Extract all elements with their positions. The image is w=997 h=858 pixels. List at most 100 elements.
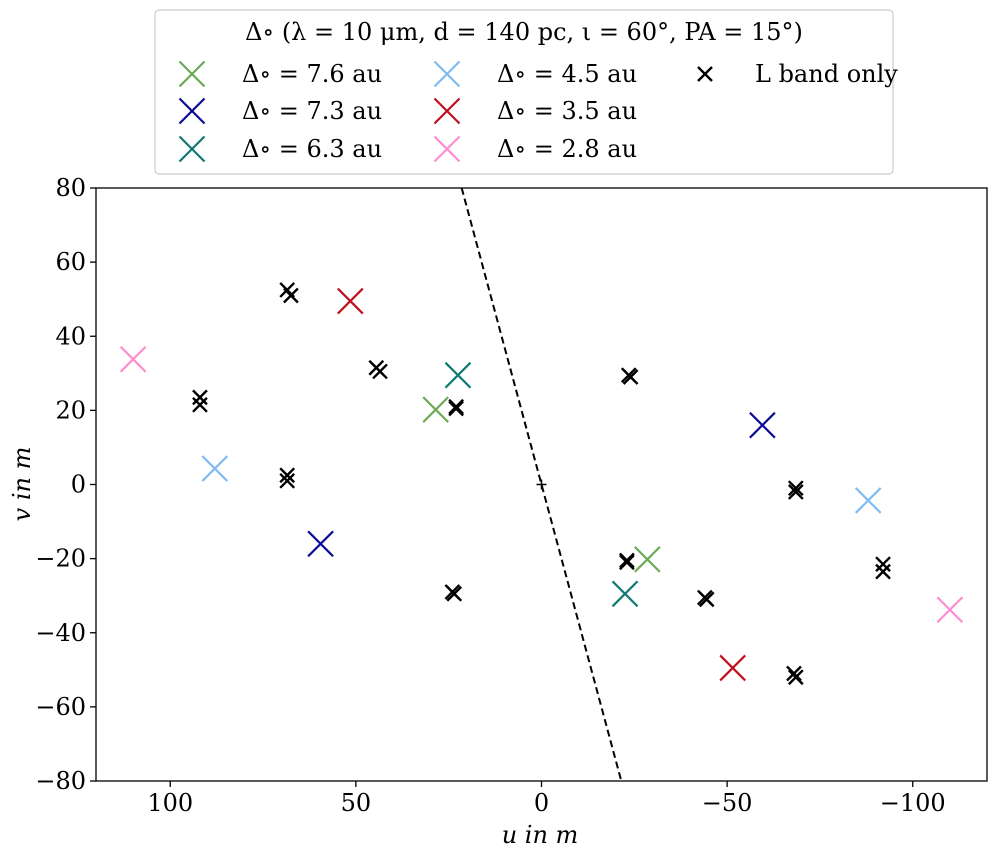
- l-band-point-stroke-b: [283, 287, 299, 304]
- l-band-point-marker: [698, 591, 715, 608]
- l-band-point-stroke-b: [786, 665, 802, 682]
- data-point-stroke-b: [936, 596, 964, 624]
- legend-marker: [697, 66, 713, 82]
- y-tick-label: 20: [55, 396, 86, 424]
- legend-label: Δ∘ = 7.3 au: [242, 97, 382, 125]
- data-point-marker: [422, 396, 449, 423]
- legend-stroke-b: [433, 97, 461, 125]
- legend-label: Δ∘ = 2.8 au: [497, 135, 637, 163]
- l-band-point-stroke-b: [875, 563, 891, 580]
- legend-marker: [178, 60, 206, 88]
- data-point-marker: [337, 287, 364, 315]
- data-point-marker: [444, 361, 472, 389]
- l-band-point-stroke-b: [620, 367, 637, 384]
- legend-stroke-b: [178, 97, 206, 125]
- l-band-point-marker: [192, 389, 208, 406]
- l-band-point-marker: [279, 472, 296, 489]
- legend-title: Δ∘ (λ = 10 μm, d = 140 pc, ι = 60°, PA =…: [245, 18, 803, 46]
- x-tick-label: −50: [702, 789, 753, 817]
- legend-stroke-b: [433, 135, 461, 163]
- l-band-point-stroke-b: [448, 398, 464, 415]
- data-point-stroke-b: [444, 361, 472, 389]
- l-band-point-stroke-b: [446, 585, 463, 602]
- data-point-stroke-b: [854, 487, 882, 514]
- data-point-stroke-b: [119, 345, 147, 373]
- legend-marker: [433, 97, 461, 125]
- data-point-marker: [201, 455, 229, 482]
- l-band-point-marker: [620, 367, 637, 384]
- data-point-marker: [307, 530, 334, 558]
- data-point-marker: [854, 487, 882, 514]
- data-point-stroke-b: [749, 411, 776, 439]
- y-tick-label: −80: [35, 767, 86, 795]
- y-tick-label: 80: [55, 174, 86, 202]
- legend-label: Δ∘ = 7.6 au: [242, 60, 382, 88]
- data-point-stroke-b: [719, 654, 746, 682]
- y-axis-label: v in m: [8, 447, 36, 522]
- l-band-point-marker: [446, 585, 463, 602]
- l-band-point-stroke-b: [698, 591, 715, 608]
- l-band-point-marker: [619, 554, 635, 571]
- legend-stroke-b: [178, 135, 206, 163]
- y-tick-label: −40: [35, 619, 86, 647]
- y-tick-label: 0: [71, 471, 86, 499]
- legend-marker: [178, 135, 206, 163]
- legend-marker: [433, 60, 461, 88]
- l-band-point-stroke-b: [787, 480, 804, 497]
- origin-marker: [536, 479, 547, 490]
- legend: Δ∘ (λ = 10 μm, d = 140 pc, ι = 60°, PA =…: [154, 9, 898, 175]
- l-band-point-marker: [372, 363, 388, 380]
- data-point-stroke-b: [201, 455, 229, 482]
- legend-label: Δ∘ = 3.5 au: [497, 97, 637, 125]
- x-tick-label: 100: [147, 789, 193, 817]
- y-tick-label: −60: [35, 693, 86, 721]
- l-band-point-stroke-b: [192, 389, 208, 406]
- l-band-point-marker: [787, 669, 804, 686]
- l-band-point-marker: [619, 552, 635, 569]
- legend-label: Δ∘ = 6.3 au: [242, 135, 382, 163]
- l-band-point-stroke-b: [279, 467, 296, 484]
- legend-stroke-b: [178, 60, 206, 88]
- l-band-point-marker: [283, 287, 299, 304]
- l-band-point-marker: [786, 665, 802, 682]
- data-point-marker: [119, 345, 147, 373]
- l-band-point-marker: [875, 563, 891, 580]
- plot-area: 100 50 0 −50 −100 80 60 40 20 0 −20 −40 −60 −80: [35, 174, 988, 817]
- l-band-point-marker: [448, 400, 464, 417]
- data-point-marker: [936, 596, 964, 624]
- l-band-point-marker: [787, 484, 804, 500]
- l-band-point-marker: [279, 467, 296, 484]
- legend-label: Δ∘ = 4.5 au: [497, 60, 637, 88]
- data-point-stroke-b: [337, 287, 364, 315]
- l-band-point-stroke-b: [787, 669, 804, 686]
- legend-marker: [178, 97, 206, 125]
- l-band-point-stroke-b: [279, 282, 296, 298]
- legend-marker: [433, 135, 461, 163]
- y-tick-label: 60: [55, 248, 86, 276]
- legend-box: [154, 9, 894, 175]
- data-point-stroke-b: [422, 396, 449, 423]
- legend-label: L band only: [755, 60, 898, 88]
- l-band-point-stroke-b: [619, 552, 635, 569]
- data-point-stroke-b: [634, 546, 661, 573]
- l-band-point-stroke-b: [372, 363, 388, 380]
- l-band-point-stroke-b: [192, 396, 208, 413]
- data-point-stroke-b: [611, 580, 639, 608]
- l-band-point-marker: [787, 480, 804, 497]
- l-band-point-stroke-b: [787, 484, 804, 500]
- y-tick-label: 40: [55, 322, 86, 350]
- x-axis-label: u in m: [502, 821, 579, 849]
- x-tick-label: 0: [534, 789, 549, 817]
- l-band-point-marker: [448, 398, 464, 415]
- data-point-marker: [611, 580, 639, 608]
- data-point-marker: [719, 654, 746, 682]
- data-point-stroke-b: [307, 530, 334, 558]
- l-band-point-marker: [192, 396, 208, 413]
- legend-stroke-b: [697, 66, 713, 82]
- position-angle-line: [460, 187, 623, 782]
- x-tick-label: −100: [880, 789, 946, 817]
- data-point-marker: [749, 411, 776, 439]
- data-point-marker: [634, 546, 661, 573]
- x-tick-label: 50: [341, 789, 372, 817]
